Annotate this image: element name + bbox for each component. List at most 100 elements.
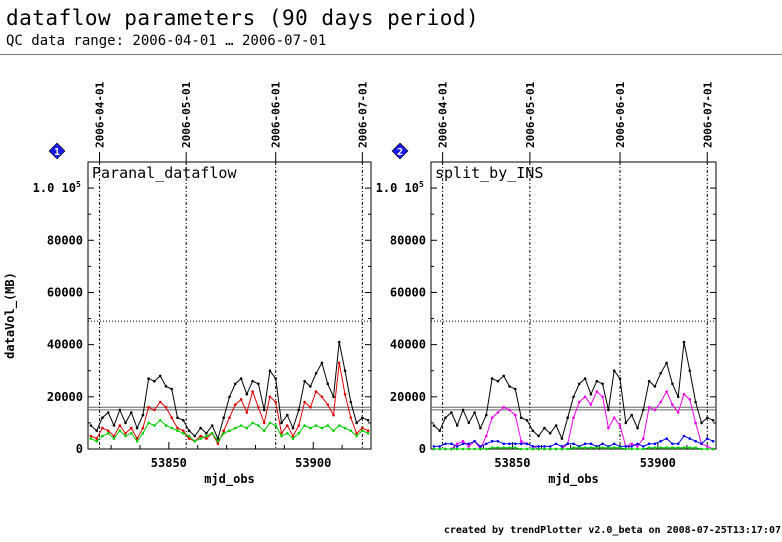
series-red-point [141, 426, 145, 430]
series-black-point [676, 395, 680, 399]
series-black-point [519, 416, 523, 420]
series-magenta-point [461, 439, 465, 443]
panel-title: split_by_INS [435, 164, 543, 182]
series-blue-point [700, 442, 703, 446]
series-black-point [444, 416, 447, 420]
series-green-point [205, 434, 208, 438]
series-green-point [694, 446, 697, 450]
date-marker-label-2: 2006-06-01 [614, 81, 627, 148]
series-green-point [595, 446, 599, 450]
series-black-point [455, 424, 459, 427]
series-red-point [135, 437, 139, 440]
series-red-point [216, 442, 220, 446]
y-top-power: 10 [62, 181, 76, 195]
series-black-point [479, 426, 482, 430]
series-black-point [343, 369, 347, 373]
series-black-point [618, 377, 622, 380]
series-blue-point [455, 445, 459, 448]
series-magenta-point [676, 411, 680, 414]
series-red-point [262, 421, 266, 425]
series-black-point [665, 361, 668, 365]
series-red-point [309, 406, 312, 409]
series-green-point [432, 447, 436, 451]
series-red-point [257, 406, 260, 409]
series-blue-point [694, 439, 697, 443]
series-black-point [366, 419, 370, 422]
series-black-point [205, 432, 208, 435]
series-green-point [607, 446, 610, 450]
series-green-point [566, 447, 569, 451]
series-magenta-line [433, 390, 714, 450]
series-black-point [199, 426, 202, 430]
series-green-point [479, 447, 482, 451]
series-green-point [659, 446, 662, 450]
series-red-point [147, 406, 150, 409]
y-tick-label-1: 20000 [390, 390, 426, 404]
series-green-point [216, 439, 220, 443]
series-black-point [502, 374, 506, 378]
series-black-point [706, 416, 709, 420]
series-red-point [130, 426, 133, 430]
y-tick-label-3: 60000 [390, 285, 426, 299]
series-magenta-point [665, 390, 668, 393]
series-green-point [583, 446, 587, 450]
series-black-point [490, 377, 494, 380]
series-green-point [239, 424, 243, 427]
series-red-point [343, 392, 347, 396]
series-red-point [153, 408, 156, 412]
series-black-point [450, 411, 453, 414]
series-green-point [630, 447, 633, 451]
series-black-point [314, 372, 318, 375]
series-black-point [694, 400, 697, 404]
series-black-point [554, 424, 558, 427]
series-blue-point [548, 445, 552, 448]
series-blue-point [636, 442, 639, 446]
series-green-point [153, 424, 156, 427]
series-green-point [187, 434, 191, 438]
series-green-point [355, 434, 358, 438]
series-red-point [245, 411, 249, 414]
y-top-exponent: 5 [419, 180, 424, 189]
series-green-point [671, 446, 674, 450]
series-green-point [280, 434, 283, 438]
series-black-point [355, 421, 358, 425]
series-red-point [286, 424, 289, 427]
series-black-point [612, 369, 616, 373]
series-green-point [286, 432, 289, 435]
series-blue-point [572, 442, 575, 446]
series-black-line [90, 341, 369, 441]
series-red-point [361, 426, 364, 430]
series-green-point [291, 437, 295, 440]
series-black-point [595, 379, 599, 383]
series-red-point [187, 437, 191, 440]
series-green-point [676, 446, 680, 450]
series-black-point [297, 408, 301, 412]
series-red-point [274, 400, 278, 404]
series-red-point [234, 403, 237, 406]
series-red-point [228, 416, 231, 420]
series-black-point [112, 424, 116, 427]
series-black-point [653, 385, 657, 388]
series-blue-point [554, 442, 558, 446]
series-green-point [560, 447, 564, 451]
series-black-point [601, 382, 604, 386]
series-black-point [234, 382, 237, 386]
series-green-point [274, 424, 278, 427]
series-green-point [366, 432, 370, 435]
series-magenta-point [508, 408, 511, 412]
series-green-point [147, 421, 150, 425]
header-divider [0, 54, 782, 55]
series-green-point [89, 437, 93, 440]
date-marker-label-1: 2006-05-01 [180, 81, 193, 148]
series-red-point [118, 424, 122, 427]
series-red-point [205, 437, 208, 440]
series-green-point [531, 447, 535, 451]
series-blue-point [537, 445, 540, 448]
series-blue-point [444, 442, 447, 446]
series-magenta-point [595, 390, 599, 393]
series-black-point [572, 395, 575, 399]
series-blue-point [601, 442, 604, 446]
series-green-point [309, 426, 312, 430]
series-black-point [158, 374, 162, 378]
series-blue-point [682, 434, 686, 438]
